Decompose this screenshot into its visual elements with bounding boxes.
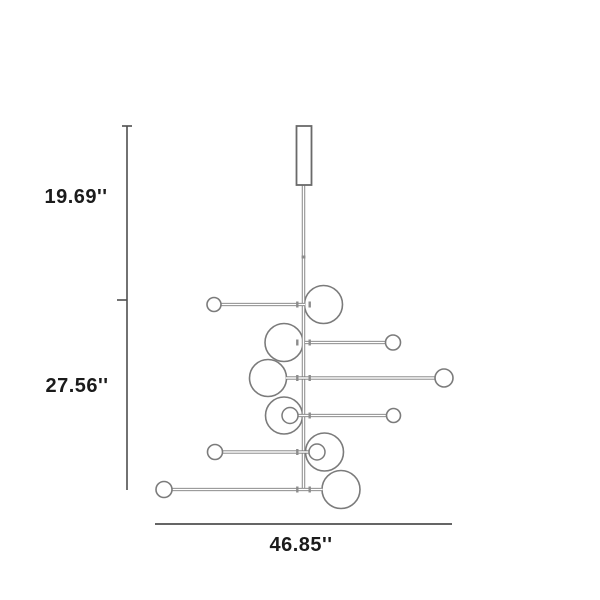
arm-1-collar-2	[308, 301, 311, 308]
total-width-label: 46.85''	[269, 534, 332, 556]
lower-height-label: 27.56''	[45, 375, 108, 397]
globe-6	[321, 469, 361, 510]
dimension-lines	[117, 125, 452, 525]
arm-5-end-knob	[206, 443, 224, 461]
arm-6-collar-1	[296, 486, 299, 493]
arm-3-collar-2	[308, 375, 311, 381]
globe-5-socket	[308, 443, 326, 461]
arm-1-collar-1	[296, 301, 299, 308]
arm-4-collar-2	[308, 412, 311, 419]
stem-joint	[301, 255, 306, 259]
globe-4-socket	[281, 406, 299, 425]
arm-6-collar-2	[308, 486, 311, 493]
arm-2-collar-2	[308, 339, 311, 346]
arm-3-end-knob	[434, 368, 454, 388]
upper-height-label: 19.69''	[44, 186, 107, 208]
ceiling-canopy	[295, 125, 313, 186]
dimension-labels: 19.69'' 27.56'' 46.85''	[44, 186, 332, 556]
fixture-drawing	[155, 125, 454, 510]
globe-3	[248, 358, 288, 398]
arm-2-end-knob	[384, 334, 402, 351]
arm-5-collar-1	[296, 449, 299, 455]
arm-6-end-knob	[155, 480, 173, 499]
arm-1-end-knob	[206, 296, 222, 313]
arm-3-collar-1	[296, 375, 299, 381]
arm-4-end-knob	[385, 407, 402, 424]
arm-2-collar-1	[296, 339, 299, 346]
